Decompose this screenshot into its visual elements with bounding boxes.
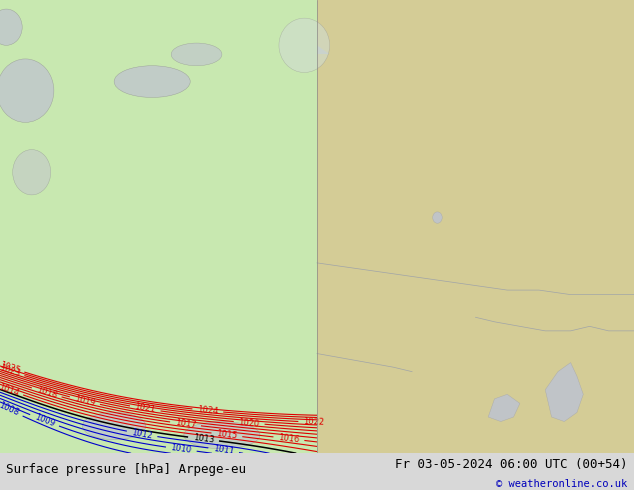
Text: 1015: 1015 xyxy=(216,429,238,441)
Text: 1011: 1011 xyxy=(212,444,235,456)
Text: Surface pressure [hPa] Arpege-eu: Surface pressure [hPa] Arpege-eu xyxy=(6,463,247,476)
Text: 1013: 1013 xyxy=(193,433,214,445)
Polygon shape xyxy=(545,363,583,421)
Text: 1022: 1022 xyxy=(303,417,325,427)
Bar xyxy=(317,0,634,54)
Text: Fr 03-05-2024 06:00 UTC (00+54): Fr 03-05-2024 06:00 UTC (00+54) xyxy=(395,458,628,471)
Text: © weatheronline.co.uk: © weatheronline.co.uk xyxy=(496,480,628,490)
Text: 1019: 1019 xyxy=(74,394,96,408)
Ellipse shape xyxy=(82,413,146,440)
Ellipse shape xyxy=(0,9,22,46)
Text: 1020: 1020 xyxy=(238,417,260,428)
Polygon shape xyxy=(317,0,634,64)
Text: 1012: 1012 xyxy=(131,428,153,441)
Ellipse shape xyxy=(0,59,54,122)
Text: 1025: 1025 xyxy=(0,360,21,375)
Text: 1021: 1021 xyxy=(134,402,157,415)
Bar xyxy=(0,0,317,453)
Polygon shape xyxy=(488,394,520,421)
Text: 1009: 1009 xyxy=(33,413,56,429)
Ellipse shape xyxy=(171,43,222,66)
FancyBboxPatch shape xyxy=(317,0,634,46)
Ellipse shape xyxy=(432,212,442,223)
Ellipse shape xyxy=(13,149,51,195)
Bar xyxy=(317,0,634,54)
Text: 1017: 1017 xyxy=(174,418,197,430)
Text: 1018: 1018 xyxy=(36,385,58,400)
Ellipse shape xyxy=(279,18,330,73)
Ellipse shape xyxy=(184,421,260,449)
Text: 1023: 1023 xyxy=(0,363,21,378)
Bar xyxy=(317,0,634,453)
Ellipse shape xyxy=(114,66,190,98)
Text: 1024: 1024 xyxy=(197,405,219,416)
Text: 1010: 1010 xyxy=(171,443,192,455)
Text: 1014: 1014 xyxy=(0,382,20,397)
Text: 1008: 1008 xyxy=(0,401,20,418)
Text: 1016: 1016 xyxy=(278,433,300,444)
